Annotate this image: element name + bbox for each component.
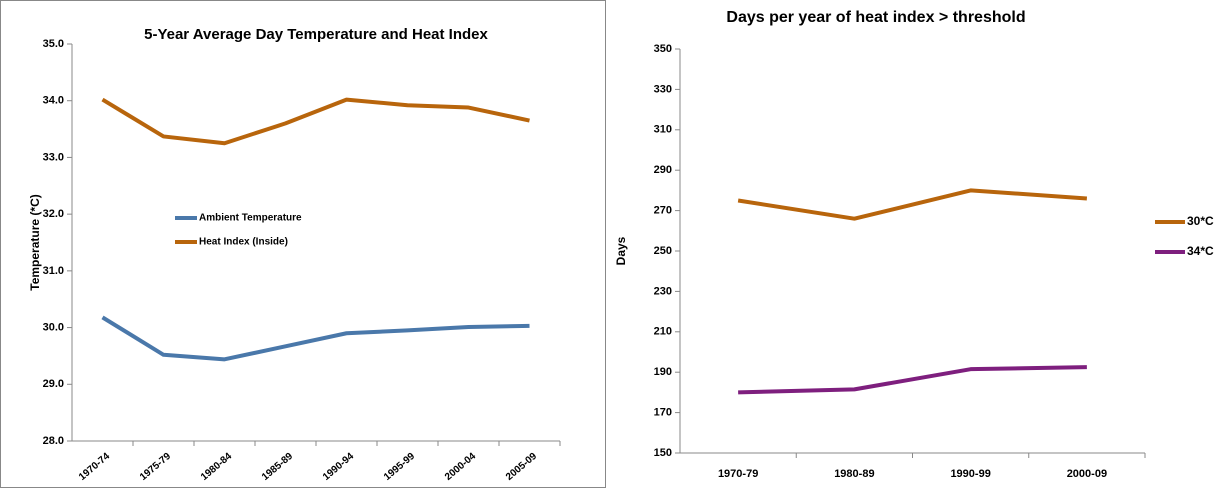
y-tick-label: 290 (654, 164, 672, 176)
data-line (101, 315, 530, 362)
x-tick-label: 1970-79 (718, 468, 758, 480)
y-axis-label: Temperature (*C) (28, 194, 42, 290)
legend-label: 34*C (1187, 244, 1214, 258)
x-tick-label: 2000-09 (1067, 468, 1107, 480)
x-tick-label: 1980-84 (199, 451, 235, 483)
y-tick-label: 32.0 (43, 208, 64, 220)
x-tick-label: 1970-74 (77, 451, 113, 483)
x-tick-label: 1985-89 (260, 451, 296, 483)
y-tick-label: 33.0 (43, 151, 64, 163)
y-tick-label: 350 (654, 43, 672, 55)
y-tick-label: 270 (654, 205, 672, 217)
y-tick-label: 28.0 (43, 435, 64, 447)
y-tick-label: 210 (654, 326, 672, 338)
data-line (738, 365, 1087, 395)
y-tick-label: 190 (654, 366, 672, 378)
chart-title: 5-Year Average Day Temperature and Heat … (144, 26, 488, 43)
legend-label: Ambient Temperature (199, 213, 302, 224)
chart-frame (0, 0, 606, 488)
x-tick-label: 1990-99 (950, 468, 990, 480)
y-tick-label: 34.0 (43, 95, 64, 107)
y-tick-label: 31.0 (43, 265, 64, 277)
y-tick-label: 170 (654, 407, 672, 419)
y-tick-label: 150 (654, 447, 672, 459)
legend-label: Heat Index (Inside) (199, 237, 288, 248)
y-axis-label: Days (614, 236, 628, 265)
x-tick-label: 1975-79 (138, 451, 174, 483)
data-line (737, 188, 1088, 221)
legend-label: 30*C (1187, 214, 1214, 228)
y-tick-label: 30.0 (43, 321, 64, 333)
y-tick-label: 230 (654, 285, 672, 297)
y-tick-label: 250 (654, 245, 672, 257)
x-tick-label: 1990-94 (321, 451, 357, 483)
x-tick-label: 2000-04 (443, 451, 479, 483)
x-tick-label: 1980-89 (834, 468, 874, 480)
y-tick-label: 29.0 (43, 378, 64, 390)
y-tick-label: 330 (654, 83, 672, 95)
y-tick-label: 310 (654, 124, 672, 136)
y-tick-label: 35.0 (43, 38, 64, 50)
x-tick-label: 1995-99 (382, 451, 418, 483)
chart-title: Days per year of heat index > threshold (726, 9, 1025, 26)
x-tick-label: 2005-09 (504, 451, 540, 483)
data-line (101, 97, 530, 146)
